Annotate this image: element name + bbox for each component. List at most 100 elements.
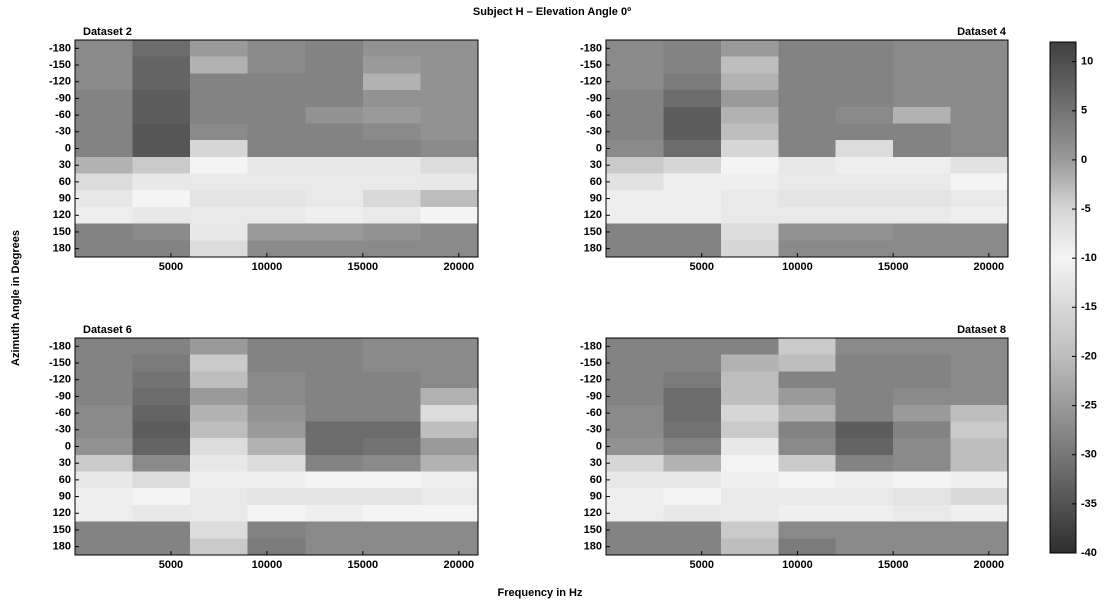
heatmap-cell	[663, 388, 721, 405]
colorbar-tick-label: 0	[1081, 154, 1087, 166]
panel-title: Dataset 4	[957, 26, 1007, 38]
y-tick-label: 150	[584, 226, 602, 238]
heatmap-cells	[606, 338, 1009, 556]
heatmap-cell	[951, 388, 1009, 405]
heatmap-cell	[133, 90, 191, 107]
y-tick-label: -90	[55, 92, 71, 104]
y-tick-label: 30	[59, 457, 71, 469]
heatmap-cell	[893, 355, 951, 372]
heatmap-cell	[663, 371, 721, 388]
heatmap-cell	[606, 522, 664, 539]
heatmap-cell	[778, 140, 836, 157]
heatmap-cell	[248, 207, 306, 224]
heatmap-cell	[606, 90, 664, 107]
heatmap-cell	[363, 538, 421, 555]
heatmap-cell	[893, 174, 951, 191]
heatmap-cell	[893, 538, 951, 555]
heatmap-cell	[836, 388, 894, 405]
heatmap-cell	[305, 388, 363, 405]
heatmap-cell	[721, 405, 779, 422]
heatmap-cell	[836, 405, 894, 422]
heatmap-cell	[305, 338, 363, 355]
heatmap-cell	[75, 57, 133, 74]
heatmap-cell	[305, 488, 363, 505]
colorbar-tick-label: -30	[1081, 449, 1097, 461]
heatmap-cell	[190, 57, 248, 74]
heatmap-cell	[190, 224, 248, 241]
x-tick-label: 20000	[444, 559, 475, 571]
y-tick-label: -90	[586, 92, 602, 104]
heatmap-cell	[190, 174, 248, 191]
y-tick-label: 120	[584, 209, 602, 221]
heatmap-cell	[133, 371, 191, 388]
heatmap-cell	[836, 190, 894, 207]
heatmap-cell	[893, 338, 951, 355]
heatmap-cell	[606, 371, 664, 388]
heatmap-cell	[133, 123, 191, 140]
y-tick-label: 150	[584, 524, 602, 536]
y-tick-label: 0	[65, 440, 71, 452]
y-tick-label: 30	[59, 159, 71, 171]
heatmap-cell	[606, 240, 664, 257]
heatmap-cell	[606, 472, 664, 489]
heatmap-cell	[133, 421, 191, 438]
heatmap-cell	[248, 240, 306, 257]
heatmap-cell	[190, 90, 248, 107]
heatmap-cell	[363, 207, 421, 224]
heatmap-cell	[606, 40, 664, 57]
heatmap-cell	[75, 438, 133, 455]
heatmap-cell	[305, 57, 363, 74]
heatmap-cell	[133, 207, 191, 224]
x-tick-label: 10000	[782, 261, 813, 273]
y-tick-label: -60	[55, 407, 71, 419]
heatmap-cell	[951, 90, 1009, 107]
heatmap-cell	[893, 40, 951, 57]
heatmap-cell	[721, 538, 779, 555]
heatmap-cell	[778, 421, 836, 438]
colorbar-tick-label: -15	[1081, 301, 1097, 313]
heatmap-cell	[663, 538, 721, 555]
heatmap-cell	[190, 240, 248, 257]
heatmap-cell	[248, 90, 306, 107]
heatmap-cell	[778, 371, 836, 388]
heatmap-cell	[951, 455, 1009, 472]
heatmap-cell	[305, 224, 363, 241]
heatmap-cell	[778, 472, 836, 489]
heatmap-cell	[363, 107, 421, 124]
heatmap-cell	[75, 107, 133, 124]
heatmap-cell	[420, 57, 478, 74]
heatmap-cell	[75, 207, 133, 224]
heatmap-cell	[663, 505, 721, 522]
heatmap-cell	[663, 40, 721, 57]
heatmap-cell	[606, 57, 664, 74]
heatmap-cell	[606, 174, 664, 191]
heatmap-cell	[420, 421, 478, 438]
heatmap-cell	[893, 421, 951, 438]
heatmap-cell	[721, 123, 779, 140]
y-tick-label: -60	[586, 407, 602, 419]
heatmap-cell	[75, 338, 133, 355]
heatmap-cell	[133, 355, 191, 372]
y-tick-label: 180	[584, 541, 602, 553]
heatmap-cell	[778, 438, 836, 455]
y-tick-label: 30	[590, 159, 602, 171]
heatmap-cell	[663, 107, 721, 124]
heatmap-cell	[951, 538, 1009, 555]
heatmap-cell	[893, 438, 951, 455]
heatmap-cell	[836, 157, 894, 174]
heatmap-cell	[951, 371, 1009, 388]
heatmap-cell	[951, 174, 1009, 191]
heatmap-cell	[836, 522, 894, 539]
heatmap-cell	[363, 224, 421, 241]
heatmap-cell	[248, 174, 306, 191]
heatmap-cell	[190, 123, 248, 140]
heatmap-cell	[248, 157, 306, 174]
heatmap-cell	[836, 505, 894, 522]
heatmap-cell	[663, 405, 721, 422]
heatmap-cell	[721, 207, 779, 224]
heatmap-cell	[190, 472, 248, 489]
heatmap-cell	[305, 157, 363, 174]
heatmap-cell	[75, 405, 133, 422]
y-tick-label: 90	[590, 192, 602, 204]
heatmap-cell	[663, 190, 721, 207]
